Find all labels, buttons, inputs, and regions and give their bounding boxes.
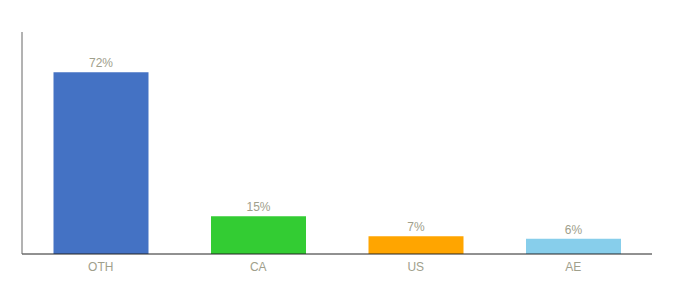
- svg-text:6%: 6%: [565, 223, 583, 237]
- svg-text:CA: CA: [250, 260, 267, 274]
- svg-text:72%: 72%: [89, 56, 113, 70]
- svg-text:US: US: [407, 260, 424, 274]
- svg-text:15%: 15%: [246, 200, 270, 214]
- svg-text:AE: AE: [565, 260, 581, 274]
- svg-text:OTH: OTH: [88, 260, 113, 274]
- svg-text:7%: 7%: [407, 220, 425, 234]
